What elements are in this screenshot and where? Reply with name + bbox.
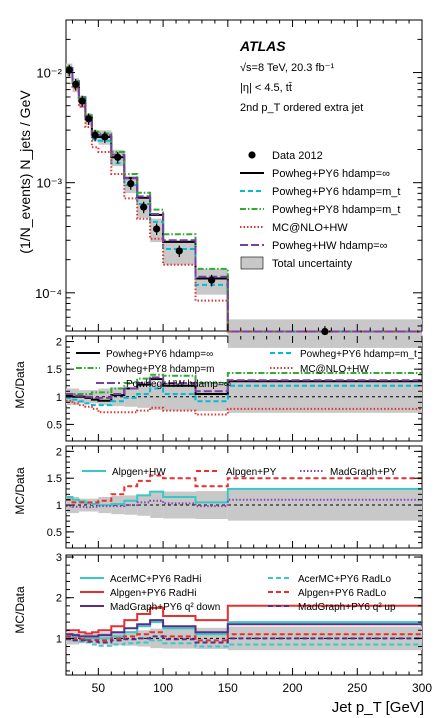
- ratio-series-line: [66, 384, 422, 407]
- data-point: [153, 225, 161, 233]
- data-point: [208, 276, 216, 284]
- ratio-series-line: [66, 376, 422, 399]
- ratio-legend-label: AcerMC+PY6 RadHi: [110, 574, 201, 585]
- y-tick-label-ratio: 0.5: [47, 527, 62, 539]
- ratio-legend-label: Powheg+PY6 hdamp=m_t: [300, 349, 417, 360]
- legend-label: Powheg+HW hdamp=∞: [272, 240, 387, 252]
- main-series-line: [66, 66, 422, 333]
- ratio-legend-label: Alpgen+HW: [112, 467, 166, 478]
- ratio-legend-label: MC@NLO+HW: [300, 364, 369, 375]
- ratio-uncertainty-band: [72, 497, 79, 514]
- ratio-series-line: [66, 498, 422, 509]
- y-tick-label-ratio: 2: [56, 337, 62, 349]
- ratio-series-line: [66, 487, 422, 507]
- ratio-legend-label: Powheg+HW hdamp=∞: [126, 379, 231, 390]
- data-point: [175, 247, 183, 255]
- ratio-series-line: [66, 474, 422, 504]
- ratio-series-line: [66, 637, 422, 648]
- data-point: [127, 180, 135, 188]
- energy-lumi-label: √s=8 TeV, 20.3 fb⁻¹: [240, 62, 334, 74]
- ratio-uncertainty-band: [111, 495, 125, 515]
- legend-label: Data 2012: [272, 150, 323, 162]
- ratio-legend-label: Powheg+PY6 hdamp=∞: [106, 349, 213, 360]
- ratio-series-line: [66, 604, 422, 635]
- y-tick-label-main: 10⁻²: [36, 66, 62, 81]
- x-tick-label: 50: [92, 681, 106, 695]
- main-series-line: [66, 70, 422, 333]
- ratio1-ylabel: MC/Data: [13, 361, 27, 409]
- x-tick-label: 300: [412, 681, 432, 695]
- y-tick-label-ratio: 2: [56, 593, 62, 605]
- data-point: [321, 327, 329, 336]
- ratio-legend-label: Alpgen+PY6 RadLo: [298, 588, 387, 599]
- y-tick-label-ratio: 0.5: [47, 419, 62, 431]
- y-tick-label-ratio: 2: [56, 446, 62, 458]
- ratio-uncertainty-band: [91, 390, 99, 404]
- y-tick-label-ratio: 1: [56, 392, 62, 404]
- legend: Data 2012 Powheg+PY6 hdamp=∞ Powheg+PY6 hd…: [76, 150, 417, 613]
- frame-ratio3: [65, 554, 423, 676]
- ratio-legend-label: MadGraph+PY6 q² down: [110, 602, 220, 613]
- legend-label: Powheg+PY6 hdamp=m_t: [272, 186, 400, 198]
- ratio-uncertainty-band: [137, 494, 151, 516]
- data-points: [65, 64, 329, 336]
- legend-label: Total uncertainty: [272, 258, 353, 270]
- y-tick-label-ratio: 1: [56, 633, 62, 645]
- eta-cut-label: |η| < 4.5, tt̄: [240, 82, 292, 94]
- ratio-uncertainty-band: [137, 385, 151, 408]
- legend-label: MC@NLO+HW: [272, 222, 348, 234]
- ratio-uncertainty-band: [124, 631, 138, 646]
- ratio-series-line: [66, 399, 422, 416]
- data-point: [65, 66, 73, 74]
- data-point: [114, 153, 122, 161]
- ratio-legend-label: Alpgen+PY: [226, 467, 277, 478]
- ratio-series-line: [66, 372, 422, 395]
- ratio-uncertainty-band: [91, 498, 99, 512]
- y-tick-label-ratio: 1.5: [47, 473, 62, 485]
- ratio-legend-label: Alpgen+PY6 RadHi: [110, 588, 196, 599]
- legend-data-marker: [248, 151, 256, 159]
- atlas-label: ATLAS: [239, 38, 286, 54]
- y-tick-label-main: 10⁻³: [36, 176, 62, 191]
- data-point: [140, 203, 148, 211]
- ratio-series-line: [66, 619, 422, 638]
- ratio-legend-label: MadGraph+PY: [330, 467, 397, 478]
- ratio-legend-label: AcerMC+PY6 RadLo: [298, 574, 392, 585]
- jet-selection-label: 2nd p_T ordered extra jet: [240, 102, 363, 114]
- ratio-legend-label: MadGraph+PY6 q² up: [298, 602, 396, 613]
- x-tick-label: 250: [347, 681, 367, 695]
- x-tick-label: 200: [283, 681, 303, 695]
- ratio2-ylabel: MC/Data: [13, 467, 27, 515]
- ratio-series-line: [66, 635, 422, 644]
- x-tick-label: 150: [218, 681, 238, 695]
- data-point: [85, 115, 93, 123]
- x-tick-label: 100: [153, 681, 173, 695]
- data-point: [72, 80, 80, 89]
- x-axis-label: Jet p_T [GeV]: [332, 699, 424, 716]
- y-tick-label-ratio: 3: [56, 552, 62, 564]
- y-tick-label-ratio: 1: [56, 500, 62, 512]
- data-point: [78, 97, 86, 105]
- ratio-uncertainty-band: [85, 498, 92, 512]
- legend-label: Powheg+PY8 hdamp=m_t: [272, 204, 400, 216]
- ratio3-ylabel: MC/Data: [13, 586, 27, 634]
- axes-ticks: 50 100 150 200 250 300 10⁻² 10⁻³ 10⁻⁴ 0.5 1 1.5 2 0.5…: [35, 19, 432, 695]
- legend-band-swatch: [240, 256, 264, 270]
- y-tick-label-ratio: 1.5: [47, 364, 62, 376]
- data-point: [101, 133, 109, 141]
- main-ylabel: (1/N_events) N_jets / GeV: [17, 90, 33, 254]
- ratio-uncertainty-band: [124, 386, 138, 407]
- ratio-uncertainty-band: [163, 491, 196, 519]
- data-point: [91, 131, 99, 139]
- y-tick-label-main: 10⁻⁴: [35, 286, 62, 301]
- ratio-uncertainty-band: [78, 498, 86, 512]
- legend-label: Powheg+PY6 hdamp=∞: [272, 168, 390, 180]
- ratio-legend-label: Powheg+PY8 hdamp=m: [106, 364, 214, 375]
